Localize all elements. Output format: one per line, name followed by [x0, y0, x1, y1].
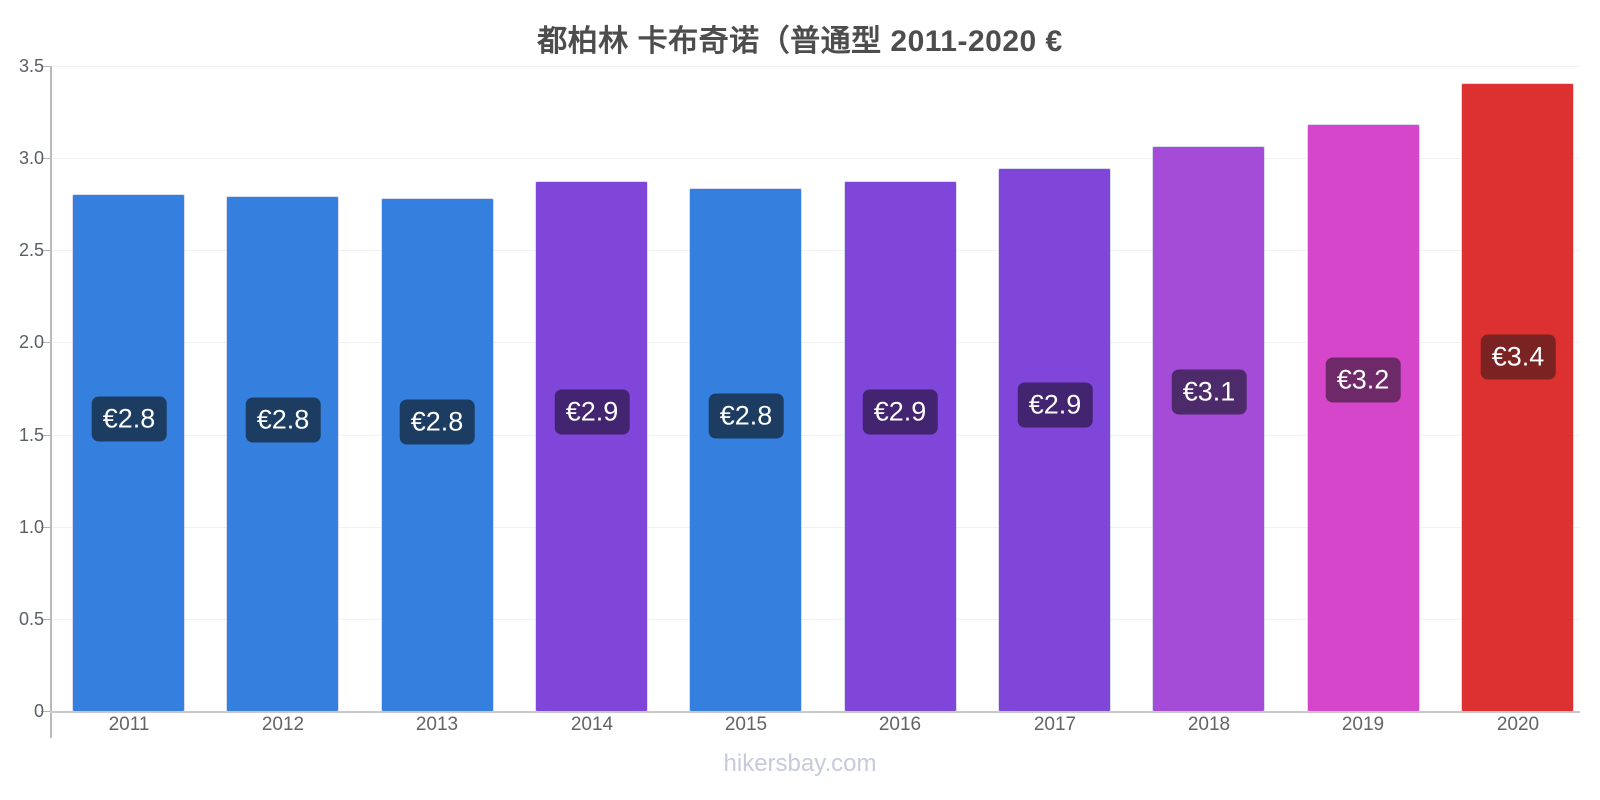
x-axis-label-2015: 2015 [724, 714, 768, 735]
x-axis-label-2018: 2018 [1187, 714, 1231, 735]
gridline-2.5 [50, 250, 1580, 251]
bar-value-label-2020: €3.4 [1480, 334, 1556, 380]
x-axis-label-2017: 2017 [1033, 714, 1077, 735]
bar-2020[interactable] [1462, 84, 1573, 711]
bar-2012[interactable] [227, 197, 338, 711]
y-tick-label-2: 2.0 [18, 332, 44, 352]
x-axis-label-2012: 2012 [261, 714, 305, 735]
x-axis-label-2019: 2019 [1341, 714, 1385, 735]
bar-2018[interactable] [1153, 147, 1264, 711]
y-axis-line [50, 66, 52, 738]
y-tick-2 [41, 342, 50, 343]
y-tick-label-0.5: 0.5 [18, 609, 44, 629]
x-axis-label-2011: 2011 [108, 714, 150, 735]
bar-value-label-2015: €2.8 [708, 393, 784, 439]
bar-value-label-2012: €2.8 [245, 397, 321, 443]
y-tick-label-2.5: 2.5 [18, 240, 44, 260]
y-tick-1.5 [41, 435, 50, 436]
gridline-2 [50, 342, 1580, 343]
x-axis-line [50, 711, 1580, 713]
bar-2011[interactable] [73, 195, 184, 711]
x-axis-label-2014: 2014 [570, 714, 614, 735]
y-tick-3 [41, 158, 50, 159]
bar-2014[interactable] [536, 182, 647, 711]
bar-value-label-2014: €2.9 [554, 389, 630, 435]
watermark-link[interactable]: hikersbay.com [723, 750, 877, 777]
bar-2013[interactable] [382, 199, 493, 711]
bar-2017[interactable] [999, 169, 1110, 711]
gridline-1.5 [50, 435, 1580, 436]
y-tick-label-3: 3.0 [18, 148, 44, 168]
bar-value-label-2013: €2.8 [399, 399, 475, 445]
bar-value-label-2016: €2.9 [862, 389, 938, 435]
gridline-0.5 [50, 619, 1580, 620]
gridline-3.5 [50, 66, 1580, 67]
y-tick-label-1.5: 1.5 [18, 425, 44, 445]
bar-2015[interactable] [690, 189, 801, 711]
gridline-1 [50, 527, 1580, 528]
y-tick-2.5 [41, 250, 50, 251]
y-tick-label-1: 1.0 [18, 517, 44, 537]
bar-value-label-2019: €3.2 [1325, 357, 1401, 403]
bar-value-label-2011: €2.8 [91, 396, 167, 442]
gridline-3 [50, 158, 1580, 159]
bar-value-label-2017: €2.9 [1017, 382, 1093, 428]
y-tick-1 [41, 527, 50, 528]
x-axis-label-2016: 2016 [878, 714, 922, 735]
chart-title: 都柏林 卡布奇诺（普通型 2011-2020 € [537, 25, 1063, 58]
bar-2016[interactable] [845, 182, 956, 711]
x-axis-label-2013: 2013 [415, 714, 459, 735]
x-axis-label-2020: 2020 [1496, 714, 1540, 735]
y-tick-0 [41, 711, 50, 712]
bar-value-label-2018: €3.1 [1171, 369, 1247, 415]
y-tick-label-3.5: 3.5 [18, 56, 44, 76]
y-tick-3.5 [41, 66, 50, 67]
y-tick-label-0: 0 [33, 701, 44, 721]
y-tick-0.5 [41, 619, 50, 620]
bar-2019[interactable] [1308, 125, 1419, 711]
